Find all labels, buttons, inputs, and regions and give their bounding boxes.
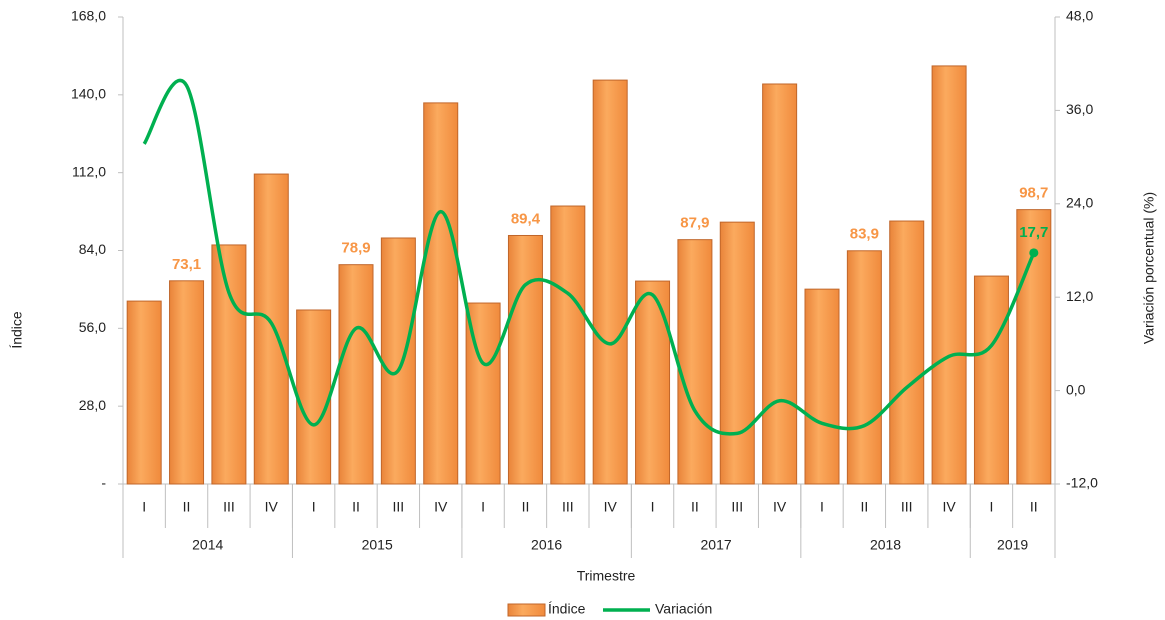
legend-label: Variación: [655, 601, 712, 617]
x-tick-label: III: [562, 499, 574, 515]
bar: [931, 65, 967, 485]
x-axis-title: Trimestre: [577, 568, 636, 584]
x-tick-label: II: [1030, 499, 1038, 515]
group-label: 2015: [362, 537, 393, 553]
bar: [507, 234, 543, 485]
y2-tick-label: 36,0: [1066, 101, 1093, 117]
y2-axis-title: Variación porcentual (%): [1141, 192, 1157, 344]
x-tick-label: I: [990, 499, 994, 515]
x-tick-label: II: [860, 499, 868, 515]
bar: [296, 309, 332, 485]
x-tick-label: I: [481, 499, 485, 515]
bar: [762, 83, 798, 485]
y2-tick-label: 24,0: [1066, 195, 1093, 211]
bar: [169, 280, 205, 485]
bar: [719, 221, 755, 485]
line: [142, 78, 1036, 436]
y2-tick-label: 12,0: [1066, 288, 1093, 304]
bar-value-label: 87,9: [680, 215, 709, 232]
x-tick-label: IV: [434, 499, 448, 515]
x-tick-label: I: [820, 499, 824, 515]
bar: [846, 250, 882, 485]
bar: [126, 300, 162, 485]
x-tick-label: III: [901, 499, 913, 515]
x-tick-label: IV: [604, 499, 618, 515]
group-label: 2017: [701, 537, 732, 553]
bar-value-label: 98,7: [1019, 185, 1048, 202]
legend-swatch: [507, 603, 546, 617]
y-axis-title: Índice: [9, 311, 25, 349]
bar: [550, 205, 586, 485]
x-tick-label: I: [651, 499, 655, 515]
bar: [889, 220, 925, 485]
y-tick-label: 56,0: [79, 319, 106, 335]
y-tick-label: 168,0: [71, 8, 106, 24]
legend-label: Índice: [548, 601, 586, 617]
bar: [380, 237, 416, 485]
y-tick-label: 112,0: [72, 163, 106, 179]
y-tick-label: 84,0: [79, 241, 106, 257]
bar: [592, 79, 628, 485]
line-marker: [1029, 248, 1039, 258]
bar: [973, 275, 1009, 485]
bar: [211, 244, 247, 485]
x-tick-label: IV: [265, 499, 279, 515]
y-tick-label: 140,0: [71, 86, 106, 102]
group-label: 2014: [192, 537, 223, 553]
x-tick-label: I: [142, 499, 146, 515]
group-label: 2016: [531, 537, 562, 553]
bar: [804, 288, 840, 485]
x-tick-label: IV: [942, 499, 956, 515]
x-tick-label: III: [223, 499, 235, 515]
x-tick-label: II: [522, 499, 530, 515]
bar-value-label: 89,4: [511, 210, 541, 227]
x-tick-label: III: [731, 499, 743, 515]
bar-value-label: 83,9: [850, 226, 879, 243]
x-tick-label: IV: [773, 499, 787, 515]
y-tick-label: 28,0: [79, 397, 106, 413]
bar-value-label: 78,9: [341, 240, 370, 257]
x-tick-label: II: [691, 499, 699, 515]
y2-tick-label: 48,0: [1066, 8, 1093, 24]
y2-tick-label: 0,0: [1066, 381, 1086, 397]
group-label: 2019: [997, 537, 1028, 553]
bar: [423, 102, 459, 485]
bar: [635, 280, 671, 485]
y2-tick-label: -12,0: [1066, 475, 1098, 491]
bar: [677, 239, 713, 485]
x-tick-label: I: [312, 499, 316, 515]
x-tick-label: II: [352, 499, 360, 515]
bar-value-label: 73,1: [172, 256, 201, 273]
bar: [253, 173, 289, 485]
x-tick-label: II: [183, 499, 191, 515]
line-value-label: 17,7: [1019, 224, 1048, 241]
group-label: 2018: [870, 537, 901, 553]
x-tick-label: III: [393, 499, 405, 515]
bar: [338, 264, 374, 485]
y-tick-label: -: [101, 475, 106, 491]
